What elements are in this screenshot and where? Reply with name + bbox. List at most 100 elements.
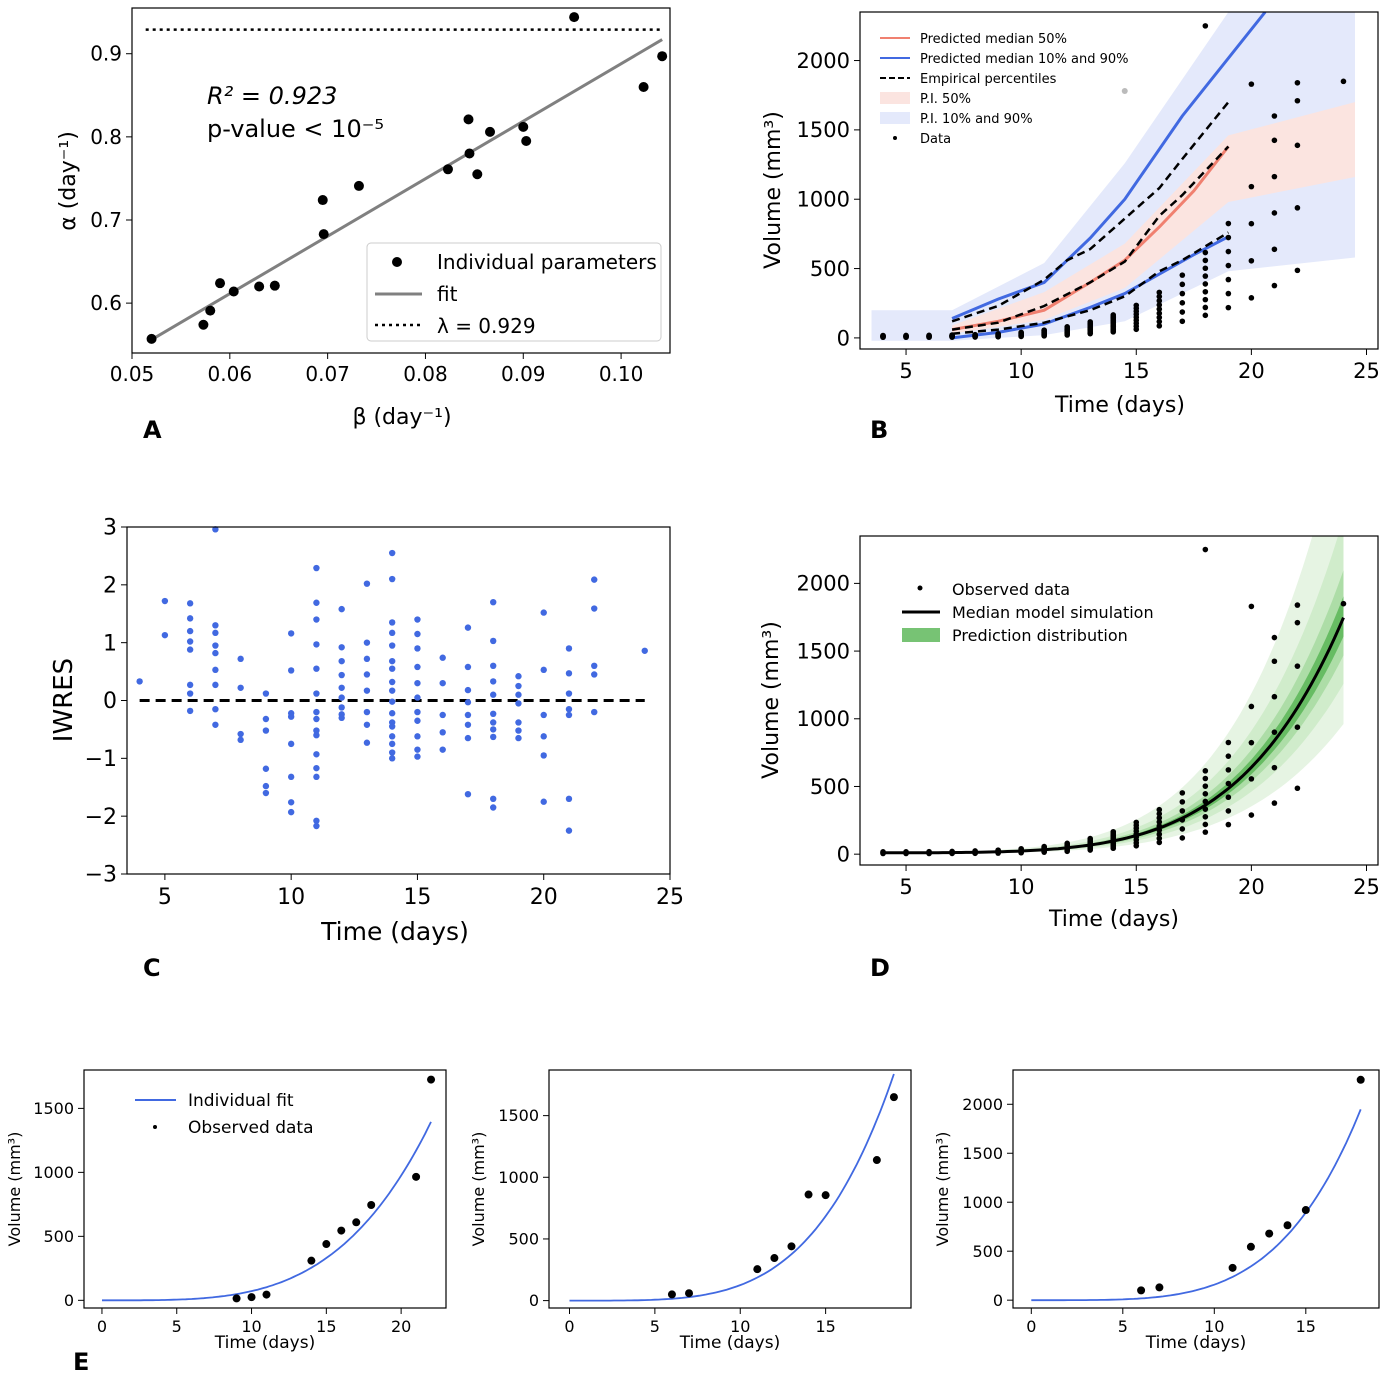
x-axis-label: Time (days) bbox=[214, 1333, 315, 1353]
data-point bbox=[1271, 137, 1278, 144]
x-tick-label: 10 bbox=[1008, 875, 1035, 899]
annotation-r2: R² = 0.923 bbox=[207, 82, 337, 110]
residual-point bbox=[363, 655, 371, 663]
residual-point bbox=[338, 657, 345, 665]
y-tick-label: 500 bbox=[972, 1242, 1003, 1261]
observed-point bbox=[1248, 739, 1255, 746]
data-point bbox=[1018, 329, 1024, 336]
observed-point bbox=[1248, 812, 1255, 818]
residual-point bbox=[540, 798, 547, 805]
panel-a-scatter: 0.05 0.06 0.07 0.08 0.09 0.10 0.6 0.7 0.8 0.9 R² =… bbox=[56, 7, 671, 430]
panel-e-individual-fit-1: 0 5 10 15 20 0 500 1000 1500 Time (days) Volume (m… bbox=[5, 1069, 447, 1353]
observed-point bbox=[1340, 600, 1347, 607]
residual-point bbox=[313, 751, 320, 758]
residual-point bbox=[287, 808, 295, 816]
y-tick-label: 2 bbox=[103, 574, 117, 599]
residual-point bbox=[313, 773, 320, 781]
line-empirical-percentile bbox=[951, 101, 1230, 323]
x-axis-label: β (day⁻¹) bbox=[352, 405, 451, 430]
data-point bbox=[949, 332, 955, 338]
residual-point bbox=[237, 684, 244, 691]
residual-point bbox=[490, 804, 497, 811]
legend-label: fit bbox=[437, 282, 458, 306]
data-point bbox=[1064, 324, 1070, 330]
data-point bbox=[926, 332, 932, 339]
residual-point bbox=[186, 638, 194, 645]
individual-fit-curve bbox=[1031, 1109, 1362, 1302]
observed-point bbox=[1018, 845, 1024, 852]
observed-point bbox=[1202, 829, 1209, 835]
data-point bbox=[269, 280, 280, 291]
observed-point bbox=[262, 1290, 271, 1299]
legend-label: λ = 0.929 bbox=[437, 314, 536, 338]
x-tick-label: 5 bbox=[158, 885, 172, 910]
y-tick-label: 1500 bbox=[33, 1099, 74, 1118]
individual-fit-curve bbox=[102, 1121, 432, 1302]
x-tick-label: 0.10 bbox=[599, 362, 644, 386]
legend-marker-band bbox=[902, 628, 940, 642]
observed-point bbox=[1301, 1206, 1310, 1215]
data-point bbox=[1179, 309, 1186, 315]
x-tick-label: 25 bbox=[656, 885, 684, 910]
y-tick-label: 2000 bbox=[797, 49, 850, 73]
y-tick-label: 0.9 bbox=[90, 42, 122, 66]
plot-area bbox=[871, 12, 1355, 341]
residual-point bbox=[464, 721, 472, 728]
residual-point bbox=[363, 639, 371, 646]
x-tick-label: 0.08 bbox=[403, 362, 448, 386]
data-point bbox=[1156, 314, 1163, 321]
data-point bbox=[254, 281, 265, 292]
panel-label-e: E bbox=[73, 1348, 89, 1376]
plot-frame bbox=[859, 535, 1379, 866]
y-tick-label: 0 bbox=[993, 1291, 1003, 1310]
residual-point bbox=[237, 736, 244, 744]
observed-point bbox=[949, 848, 955, 855]
y-tick-label: 1000 bbox=[962, 1193, 1003, 1212]
residual-point bbox=[565, 690, 573, 697]
residual-point bbox=[262, 727, 270, 734]
residual-point bbox=[313, 727, 320, 734]
line-pred-median-90 bbox=[951, 12, 1267, 320]
residual-point bbox=[212, 721, 219, 728]
data-point bbox=[1294, 142, 1301, 149]
y-axis-label: Volume (mm³) bbox=[469, 1132, 488, 1247]
residual-point bbox=[490, 719, 497, 726]
data-point bbox=[1271, 282, 1278, 289]
residual-point bbox=[515, 673, 522, 680]
plot-frame bbox=[1012, 1069, 1380, 1309]
observed-point bbox=[1225, 808, 1232, 814]
x-tick-label: 15 bbox=[403, 885, 431, 910]
data-point bbox=[880, 332, 886, 339]
data-point bbox=[521, 136, 532, 147]
y-tick-label: 2000 bbox=[797, 572, 850, 596]
observed-point bbox=[1202, 806, 1209, 812]
y-tick-label: −2 bbox=[85, 805, 117, 830]
residual-point bbox=[287, 773, 295, 781]
observed-point bbox=[1156, 815, 1163, 821]
x-tick-label: 20 bbox=[391, 1317, 411, 1336]
residual-point bbox=[338, 684, 345, 691]
residual-point bbox=[262, 690, 270, 697]
x-axis-label: Time (days) bbox=[679, 1333, 780, 1353]
data-point bbox=[1041, 327, 1047, 333]
residual-point bbox=[287, 740, 295, 748]
residual-point bbox=[363, 739, 371, 746]
residual-point bbox=[338, 714, 345, 722]
data-point bbox=[1179, 290, 1186, 297]
residual-point bbox=[515, 682, 522, 690]
observed-point bbox=[787, 1242, 796, 1251]
data-point bbox=[228, 286, 239, 297]
residual-point bbox=[262, 789, 270, 797]
observed-point bbox=[685, 1289, 694, 1298]
annotation-pvalue: p-value < 10⁻⁵ bbox=[207, 115, 384, 143]
data-point bbox=[464, 148, 475, 159]
data-point bbox=[1340, 78, 1347, 85]
residual-point bbox=[388, 733, 396, 740]
residual-point bbox=[212, 622, 219, 629]
data-point bbox=[518, 121, 529, 132]
observed-point bbox=[1156, 823, 1163, 829]
residual-point bbox=[540, 609, 547, 616]
residual-point bbox=[388, 749, 396, 756]
residual-point bbox=[565, 711, 573, 719]
